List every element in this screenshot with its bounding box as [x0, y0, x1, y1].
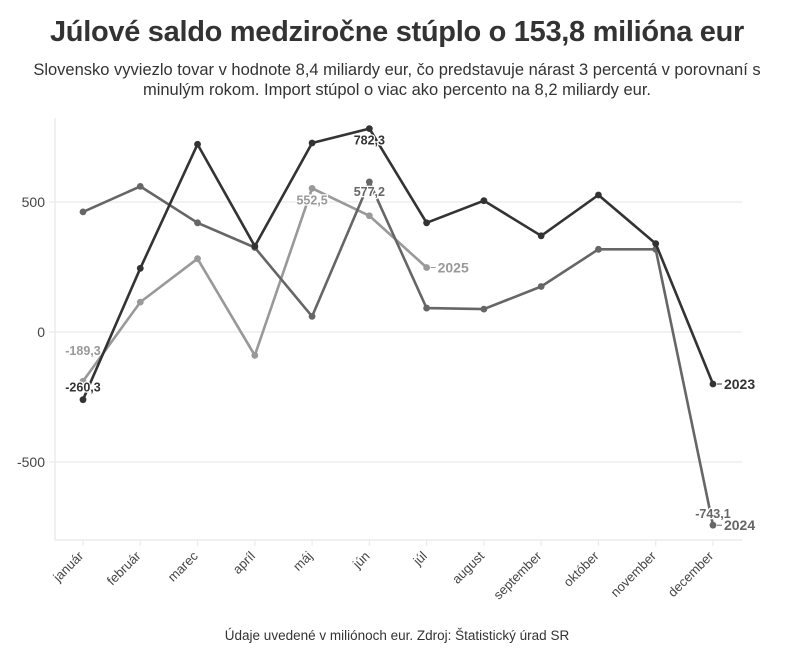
- x-tick-label: február: [104, 548, 144, 588]
- series-end-label-2024: 2024: [724, 517, 755, 533]
- data-point: [79, 396, 87, 404]
- data-point: [365, 125, 373, 133]
- x-tick-label: november: [608, 548, 660, 600]
- x-tick-label: jún: [349, 548, 373, 572]
- data-point: [652, 240, 660, 248]
- data-point: [136, 183, 144, 190]
- data-point: [79, 208, 87, 216]
- data-point: [365, 178, 373, 186]
- data-point: [308, 184, 316, 192]
- data-point: [79, 377, 87, 385]
- data-point: [480, 197, 488, 205]
- series-end-label-2023: 2023: [724, 376, 755, 392]
- data-label: 552,5: [296, 193, 327, 207]
- x-tick-label: december: [665, 548, 717, 600]
- data-point: [308, 139, 316, 147]
- line-chart: -500 0 500 január február marec apríl máj jún júl…: [17, 118, 755, 603]
- data-point: [423, 304, 431, 312]
- series-line-2024: [82, 180, 715, 526]
- data-point: [595, 245, 602, 253]
- x-tick-label: marec: [165, 548, 201, 584]
- data-label: 577,2: [354, 185, 385, 199]
- x-tick-label: apríl: [230, 548, 259, 577]
- chart-title: Júlové saldo medziročne stúplo o 153,8 m…: [49, 16, 745, 48]
- x-tick-label: október: [560, 548, 602, 590]
- data-label: -260,3: [65, 381, 100, 395]
- x-tick-label: júl: [409, 548, 430, 569]
- series-end-label-2025: 2025: [438, 260, 469, 276]
- data-point: [423, 219, 431, 227]
- y-tick-label: 0: [37, 324, 45, 340]
- data-point: [194, 255, 201, 263]
- data-label: -743,1: [695, 507, 730, 521]
- data-point: [595, 191, 602, 199]
- data-point: [365, 212, 373, 220]
- x-tick-label: január: [49, 548, 86, 585]
- data-label: -189,3: [65, 344, 100, 358]
- x-tick-label: september: [490, 548, 545, 603]
- data-point: [537, 283, 545, 290]
- y-tick-label: 500: [22, 194, 46, 210]
- data-point: [194, 219, 201, 227]
- data-point: [423, 264, 431, 271]
- series-lines: 2025 2024 2023: [79, 125, 755, 533]
- chart-subtitle: Slovensko vyviezlo tovar v hodnote 8,4 m…: [33, 61, 761, 99]
- data-point: [251, 242, 259, 250]
- data-point: [709, 380, 717, 388]
- data-point: [537, 232, 545, 240]
- data-point: [308, 313, 316, 320]
- data-label: 782,3: [354, 134, 385, 148]
- data-point: [136, 298, 144, 306]
- data-labels: -260,3 -189,3 782,3 577,2 552,5 -743,1: [64, 132, 732, 522]
- data-point: [136, 264, 144, 272]
- series-line-2023: [81, 127, 715, 401]
- data-point: [251, 352, 259, 359]
- data-point: [194, 140, 201, 148]
- y-tick-label: -500: [17, 454, 45, 470]
- data-point: [480, 305, 488, 313]
- x-tick-label: máj: [290, 548, 315, 573]
- source-note: Údaje uvedené v miliónoch eur. Zdroj: Št…: [224, 628, 570, 643]
- data-point: [709, 521, 717, 529]
- x-tick-label: august: [449, 548, 487, 586]
